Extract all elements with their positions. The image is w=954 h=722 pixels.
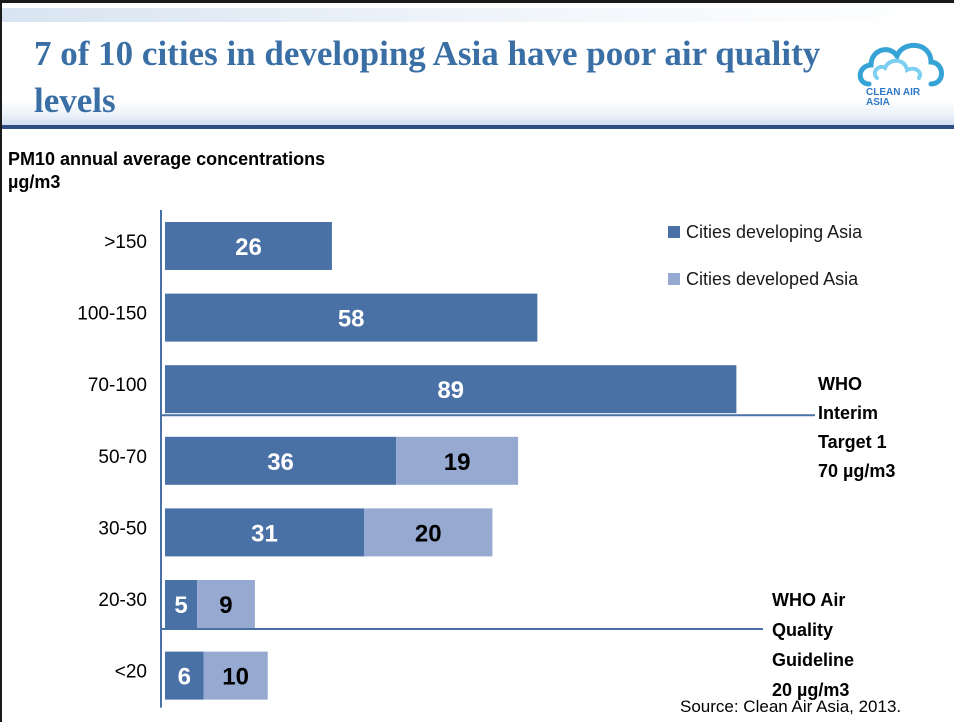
category-label: <20 [115,662,147,683]
data-label-developed: 9 [219,592,232,619]
bar-developing [165,293,538,342]
header-divider [2,125,954,129]
legend-swatch [668,226,680,238]
y-axis-heading: PM10 annual average concentrations µg/m3 [8,149,326,192]
who-guideline-label: WHO Air [772,590,845,610]
data-label-developing: 5 [174,592,187,619]
data-label-developing: 58 [338,306,365,333]
bar-developing [165,580,198,628]
data-label-developing: 89 [437,377,464,404]
bar-developed [364,508,493,557]
bar-developed [197,580,255,628]
slide-header [2,3,954,128]
category-label: 70-100 [88,375,147,396]
header-band [2,8,954,22]
bar-developing [165,365,737,414]
who-interim-target-label: Target 1 [818,432,887,452]
who-guideline-label: 20 µg/m3 [772,680,849,700]
data-label-developing: 26 [235,234,262,261]
bar-developed [396,436,519,485]
logo-text-line2: ASIA [866,97,890,108]
cloud-logo-icon [857,42,944,87]
who-interim-target-label: 70 µg/m3 [818,461,895,481]
bar-developed [203,651,268,700]
bar-developing [165,436,397,485]
logo-cloud-outline [857,42,944,87]
legend-label: Cities developing Asia [686,222,863,242]
frame-top-border [0,0,954,3]
who-guideline-label: Quality [772,620,833,640]
logo-cloud-inner [872,58,922,80]
who-interim-target-label: WHO [818,374,862,394]
legend-swatch [668,273,680,285]
category-label: 100-150 [77,304,147,325]
logo-text: CLEAN AIR ASIA [866,88,946,108]
legend-label: Cities developed Asia [686,269,859,289]
category-label: 50-70 [98,447,147,468]
category-label: 20-30 [98,590,147,611]
data-label-developed: 19 [444,449,471,476]
bar-developing [165,222,332,270]
category-label: >150 [104,232,147,253]
who-interim-target-label: Interim [818,403,878,423]
bar-developing [165,508,365,557]
data-label-developed: 20 [415,520,442,547]
category-label: 30-50 [98,518,147,539]
data-label-developing: 36 [267,449,294,476]
slide-title: 7 of 10 cities in developing Asia have p… [34,34,821,120]
data-label-developing: 31 [251,520,278,547]
who-guideline-label: Guideline [772,650,854,670]
bar-developing [165,651,204,700]
data-label-developed: 10 [222,664,249,691]
source-note: Source: Clean Air Asia, 2013. [680,697,902,716]
frame-left-border [0,0,2,722]
data-label-developing: 6 [178,664,191,691]
logo-text-line1: CLEAN AIR [866,87,921,98]
